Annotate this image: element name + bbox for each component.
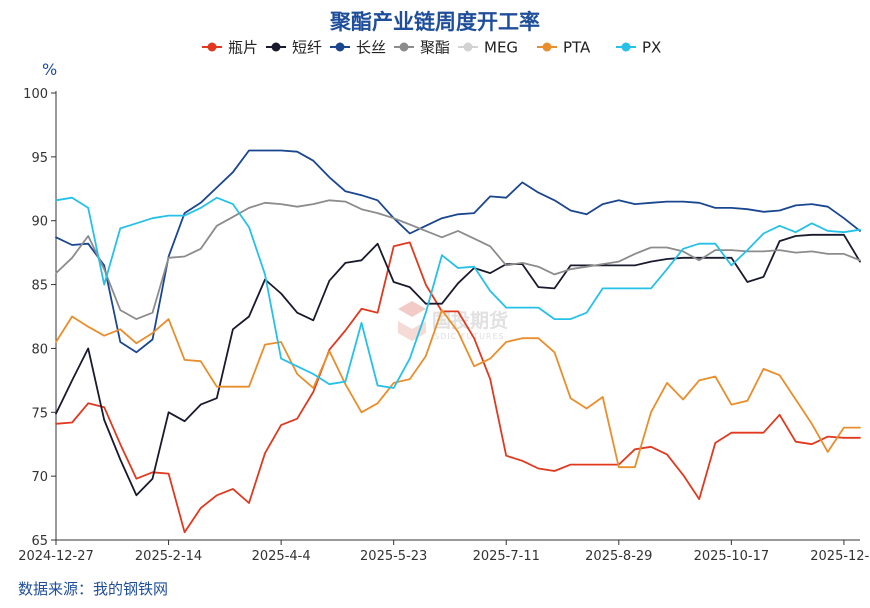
y-tick-label: 70 (31, 470, 48, 485)
y-tick-label: 90 (31, 215, 48, 230)
legend-swatch-marker (621, 42, 631, 52)
legend-swatch-marker (271, 42, 281, 52)
legend-swatch-marker (207, 42, 217, 52)
y-tick-label: 100 (23, 87, 48, 102)
y-tick-label: 95 (31, 151, 48, 166)
x-tick-label: 2024-12-27 (18, 549, 94, 564)
legend-label: PTA (563, 39, 591, 57)
watermark-logo-shape-bottom (398, 321, 426, 341)
legend-item: PX (616, 39, 661, 57)
legend-item: 短纤 (266, 39, 322, 57)
x-tick-label: 2025-7-11 (473, 549, 540, 564)
y-tick-label: 65 (31, 534, 48, 549)
x-tick-label: 2025-10-17 (694, 549, 770, 564)
y-tick-label: 80 (31, 342, 48, 357)
series-line-5 (55, 309, 861, 469)
series-line-6 (55, 196, 861, 389)
y-unit-label: % (42, 60, 58, 79)
legend-swatch-marker (542, 42, 552, 52)
chart-title: 聚酯产业链周度开工率 (330, 10, 540, 34)
legend-item: 聚酯 (394, 39, 450, 57)
watermark-logo (398, 301, 426, 341)
y-tick-label: 75 (31, 406, 48, 421)
legend-label: 长丝 (356, 39, 386, 57)
x-tick-label: 2025-4-4 (252, 549, 311, 564)
y-tick-label: 85 (31, 279, 48, 294)
x-tick-label: 2025-12-5 (810, 549, 870, 564)
legend-label: 聚酯 (420, 39, 450, 57)
legend-item: PTA (537, 39, 591, 57)
legend-label: MEG (484, 39, 518, 57)
legend-label: PX (642, 39, 661, 57)
legend-item: 长丝 (330, 39, 386, 57)
watermark-subtext: SDIC FUTURES (434, 332, 505, 341)
series-line-1 (55, 233, 861, 497)
data-source: 数据来源：我的钢铁网 (18, 580, 169, 598)
series-line-0 (55, 241, 861, 534)
legend-label: 瓶片 (228, 39, 258, 57)
legend-label: 短纤 (292, 39, 322, 57)
series-line-2 (55, 149, 861, 354)
legend-swatch-marker (399, 42, 409, 52)
watermark-text: 国投期货 (432, 309, 508, 332)
legend-swatch-marker (335, 42, 345, 52)
legend-swatch-marker (463, 42, 473, 52)
watermark-logo-shape-top (398, 301, 426, 317)
x-tick-label: 2025-5-23 (360, 549, 427, 564)
legend-item: MEG (458, 39, 518, 57)
x-tick-label: 2025-2-14 (135, 549, 202, 564)
legend-item: 瓶片 (202, 39, 258, 57)
x-tick-label: 2025-8-29 (585, 549, 652, 564)
series-line-3 (55, 199, 861, 321)
